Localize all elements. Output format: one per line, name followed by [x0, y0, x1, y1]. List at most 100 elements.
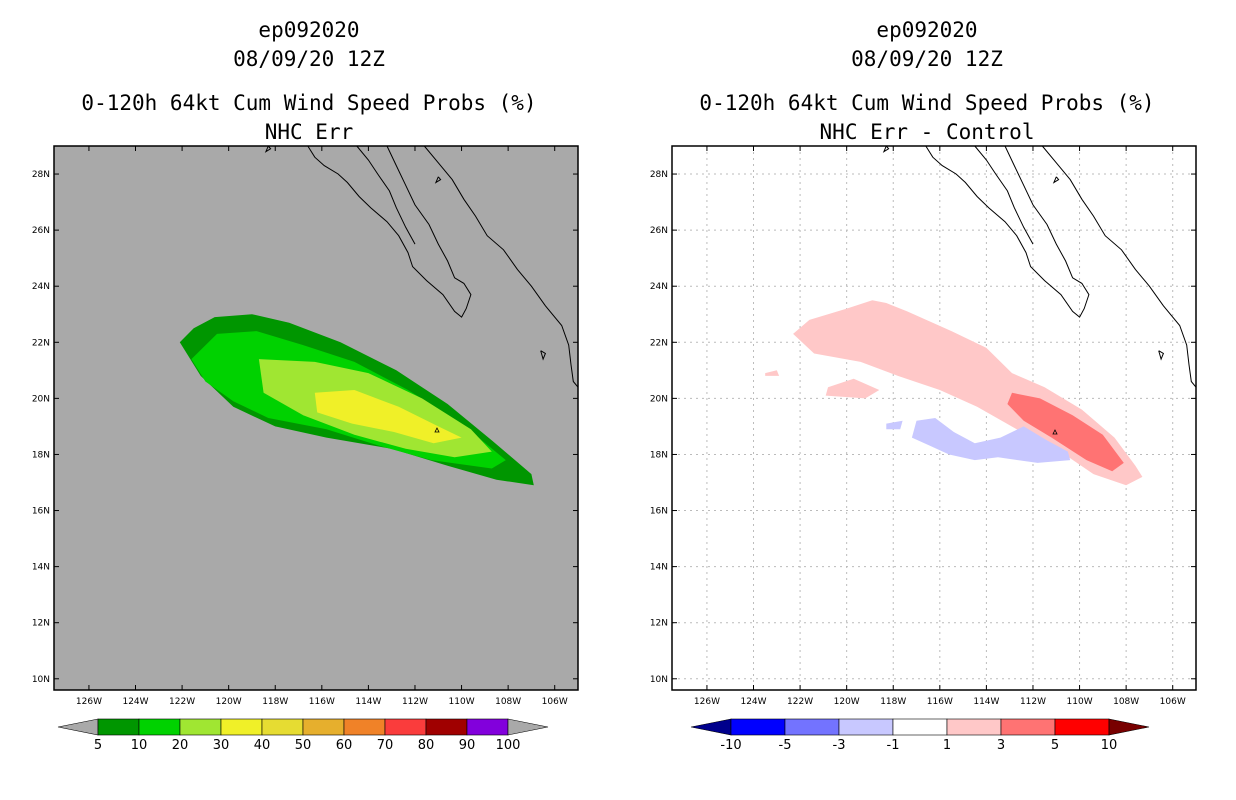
y-tick-label: 20N	[32, 394, 50, 404]
y-tick-label: 16N	[650, 507, 668, 517]
x-tick-label: 108W	[1113, 697, 1139, 707]
coastline-segment	[264, 145, 272, 153]
x-tick-label: 106W	[1160, 697, 1186, 707]
x-tick-label: 110W	[1067, 697, 1093, 707]
right-title-date: 08/09/20 12Z	[851, 47, 1003, 71]
colorbar-swatch	[425, 718, 468, 736]
y-tick-label: 16N	[32, 507, 50, 517]
x-tick-label: 126W	[76, 697, 102, 707]
coastline-segment	[882, 145, 890, 153]
y-tick-label: 22N	[650, 338, 668, 348]
colorbar-label: 5	[94, 738, 102, 753]
left-coastline	[264, 145, 579, 388]
colorbar-label: 80	[418, 738, 435, 753]
colorbar-label: 10	[1101, 738, 1118, 753]
coastline-segment	[925, 145, 1090, 318]
y-tick-label: 18N	[32, 450, 50, 460]
colorbar-label: 50	[295, 738, 312, 753]
right-axes: 126W 124W 122W 120W 118W 116W 114W 112W 110W 108W…	[650, 146, 1196, 707]
colorbar-swatch	[892, 718, 948, 736]
coastline-segment	[1158, 350, 1165, 361]
x-tick-label: 118W	[880, 697, 906, 707]
left-colorbar: 5 10 20 30 40 50 60 70 80 90 100	[57, 718, 549, 753]
contour-neg1	[886, 420, 903, 430]
colorbar-swatch	[302, 718, 345, 736]
x-tick-label: 120W	[216, 697, 242, 707]
colorbar-label: 1	[943, 738, 951, 753]
y-tick-label: 26N	[650, 226, 668, 236]
x-tick-label: 114W	[973, 697, 999, 707]
y-tick-label: 20N	[650, 394, 668, 404]
x-tick-label: 122W	[787, 697, 813, 707]
colorbar-label: 10	[131, 738, 148, 753]
y-tick-label: 14N	[32, 563, 50, 573]
contour-3	[1007, 392, 1124, 472]
colorbar-swatch	[784, 718, 840, 736]
contour-1	[825, 378, 880, 399]
y-tick-label: 14N	[650, 563, 668, 573]
colorbar-label: -5	[779, 738, 792, 753]
right-title-subtitle: NHC Err - Control	[820, 120, 1035, 144]
y-tick-label: 10N	[650, 675, 668, 685]
colorbar-swatch	[261, 718, 304, 736]
left-contours	[179, 314, 534, 486]
coastline-segment	[540, 350, 547, 361]
right-contours	[765, 300, 1143, 486]
left-storm-marker	[434, 427, 440, 433]
coastline-segment	[1041, 145, 1197, 388]
right-panel: ep092020 08/09/20 12Z 0-120h 64kt Cum Wi…	[650, 18, 1197, 753]
y-tick-label: 24N	[32, 282, 50, 292]
coastline-segment	[356, 145, 416, 245]
y-tick-label: 18N	[650, 450, 668, 460]
contour-1	[765, 370, 780, 376]
colorbar-swatch	[946, 718, 1002, 736]
contour-30	[314, 390, 462, 444]
colorbar-label: 90	[459, 738, 476, 753]
right-title-storm: ep092020	[876, 18, 977, 42]
coastline-segment	[423, 145, 579, 388]
colorbar-swatch	[730, 718, 786, 736]
right-map-frame	[671, 145, 1197, 691]
right-map-background	[672, 146, 1196, 690]
colorbar-label: -10	[720, 738, 741, 753]
y-tick-label: 12N	[32, 619, 50, 629]
y-tick-label: 28N	[32, 170, 50, 180]
x-tick-label: 124W	[740, 697, 766, 707]
x-tick-label: 108W	[495, 697, 521, 707]
left-title-subtitle: NHC Err	[265, 120, 354, 144]
coastline-segment	[307, 145, 472, 318]
colorbar-over-arrow	[1108, 718, 1150, 736]
left-title-storm: ep092020	[258, 18, 359, 42]
right-coastline	[882, 145, 1197, 388]
right-storm-marker	[1052, 429, 1058, 435]
coastline-segment	[434, 176, 442, 184]
colorbar-label: -3	[833, 738, 846, 753]
left-title-date: 08/09/20 12Z	[233, 47, 385, 71]
x-tick-label: 122W	[169, 697, 195, 707]
colorbar-over-arrow	[507, 718, 549, 736]
y-tick-label: 10N	[32, 675, 50, 685]
colorbar-swatch	[138, 718, 181, 736]
colorbar-swatch	[179, 718, 222, 736]
left-panel: ep092020 08/09/20 12Z 0-120h 64kt Cum Wi…	[32, 18, 579, 753]
colorbar-label: 5	[1051, 738, 1059, 753]
colorbar-label: 40	[254, 738, 271, 753]
x-tick-label: 110W	[449, 697, 475, 707]
colorbar-label: 70	[377, 738, 394, 753]
x-tick-label: 106W	[542, 697, 568, 707]
coastline-segment	[1052, 176, 1060, 184]
colorbar-label: 60	[336, 738, 353, 753]
colorbar-swatch	[97, 718, 140, 736]
y-tick-label: 12N	[650, 619, 668, 629]
colorbar-under-arrow	[57, 718, 99, 736]
y-tick-label: 28N	[650, 170, 668, 180]
x-tick-label: 112W	[402, 697, 428, 707]
colorbar-swatch	[1054, 718, 1110, 736]
x-tick-label: 124W	[122, 697, 148, 707]
colorbar-swatch	[220, 718, 263, 736]
x-tick-label: 118W	[262, 697, 288, 707]
coastline-segment	[974, 145, 1034, 245]
y-tick-label: 26N	[32, 226, 50, 236]
colorbar-swatch	[1000, 718, 1056, 736]
